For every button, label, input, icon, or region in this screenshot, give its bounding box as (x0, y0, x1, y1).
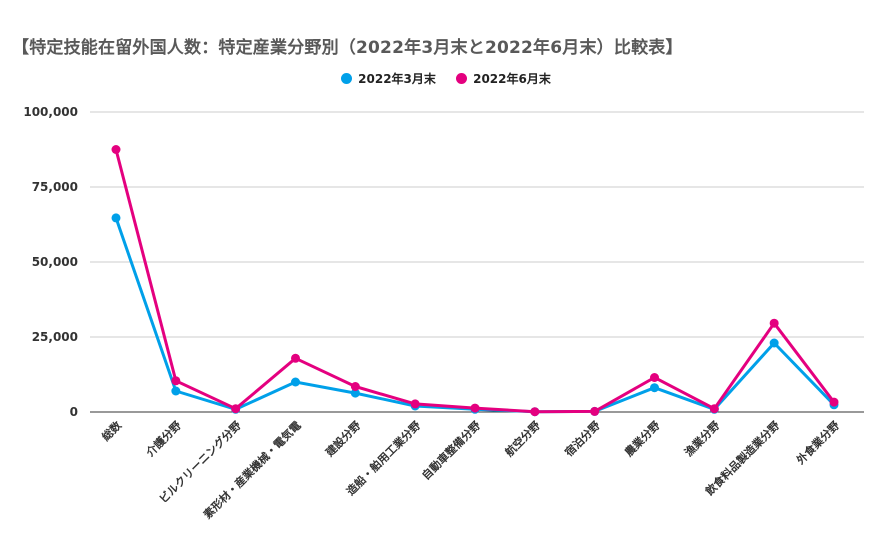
data-point-s1-4 (350, 382, 360, 391)
data-point-s1-8 (590, 406, 600, 416)
x-tick-label-7: 航空分野 (502, 418, 543, 459)
x-tick-label-1: 介護分野 (142, 418, 184, 460)
y-tick-label-4: 100,000 (23, 105, 78, 119)
data-point-s1-1 (171, 376, 181, 386)
x-tick-label-10: 漁業分野 (681, 418, 722, 459)
series-line-1 (114, 149, 836, 414)
data-point-s1-2 (231, 404, 241, 414)
data-point-s1-10 (709, 404, 719, 414)
series-line-0 (114, 217, 836, 414)
data-point-s1-6 (470, 403, 480, 413)
legend-item-march[interactable]: 2022年3月末 (341, 70, 436, 87)
legend-item-june[interactable]: 2022年6月末 (456, 70, 551, 87)
data-point-s1-11 (769, 318, 779, 328)
legend-marker-june (456, 73, 468, 84)
data-point-s0-3 (291, 377, 300, 387)
y-tick-label-3: 75,000 (32, 180, 78, 194)
data-point-s1-9 (650, 373, 659, 382)
x-tick-label-0: 総数 (99, 418, 125, 444)
y-tick-label-1: 25,000 (32, 330, 78, 344)
x-tick-label-9: 農業分野 (622, 418, 663, 459)
data-point-s0-9 (650, 383, 659, 393)
data-point-s0-4 (350, 388, 360, 398)
x-tick-label-12: 外食業分野 (793, 418, 842, 467)
data-point-s0-11 (769, 338, 779, 348)
x-tick-label-8: 宿泊分野 (562, 418, 603, 459)
x-tick-label-3: 素形材・産業機械・電気電 (200, 418, 303, 521)
y-tick-label-2: 50,000 (32, 255, 78, 269)
y-tick-label-0: 0 (70, 405, 78, 419)
data-point-s0-1 (171, 386, 181, 396)
data-point-s1-3 (291, 353, 300, 363)
x-tick-label-6: 自動車整備分野 (419, 418, 483, 482)
legend-marker-march (341, 73, 353, 84)
data-point-s1-7 (530, 407, 540, 417)
legend: 2022年3月末 2022年6月末 (0, 70, 892, 87)
x-tick-label-4: 建設分野 (322, 418, 363, 459)
legend-label-june: 2022年6月末 (473, 72, 551, 86)
data-point-s0-0 (111, 213, 121, 223)
chart-title: 【特定技能在留外国人数：特定産業分野別（2022年3月末と2022年6月末）比較… (12, 38, 683, 58)
data-point-s1-0 (111, 145, 121, 154)
data-point-s1-12 (829, 397, 839, 407)
data-point-s1-5 (410, 399, 420, 409)
legend-label-march: 2022年3月末 (358, 72, 436, 86)
